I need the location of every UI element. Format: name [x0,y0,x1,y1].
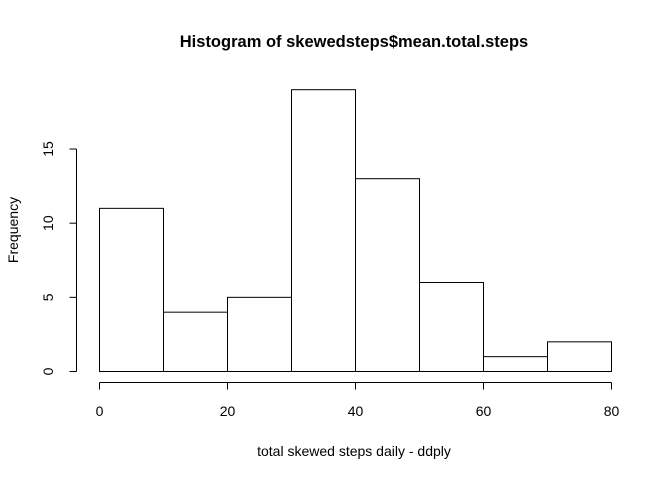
histogram-bar [227,296,292,372]
y-tick-label: 10 [40,215,56,231]
bars-group [99,89,612,373]
x-axis: 0 20 40 60 80 [96,382,620,419]
y-axis-label: Frequency [5,197,21,263]
x-tick-label: 0 [96,403,104,419]
x-tick-label: 20 [220,403,236,419]
histogram-bar [163,311,228,372]
histogram-bar [291,89,356,372]
histogram-bar [99,207,164,372]
y-tick-label: 0 [40,367,56,375]
x-axis-label: total skewed steps daily - ddply [257,443,451,459]
y-tick-label: 15 [40,141,56,157]
histogram-bar [547,341,612,373]
chart-title: Histogram of skewedsteps$mean.total.step… [180,33,528,51]
x-tick-label: 80 [604,403,620,419]
histogram-bar [355,178,420,372]
y-tick-label: 5 [40,293,56,301]
x-tick-label: 60 [476,403,492,419]
x-tick-label: 40 [348,403,364,419]
y-axis: 0 5 10 15 [40,141,77,375]
histogram-bar [419,282,484,372]
histogram-bar [483,356,548,373]
